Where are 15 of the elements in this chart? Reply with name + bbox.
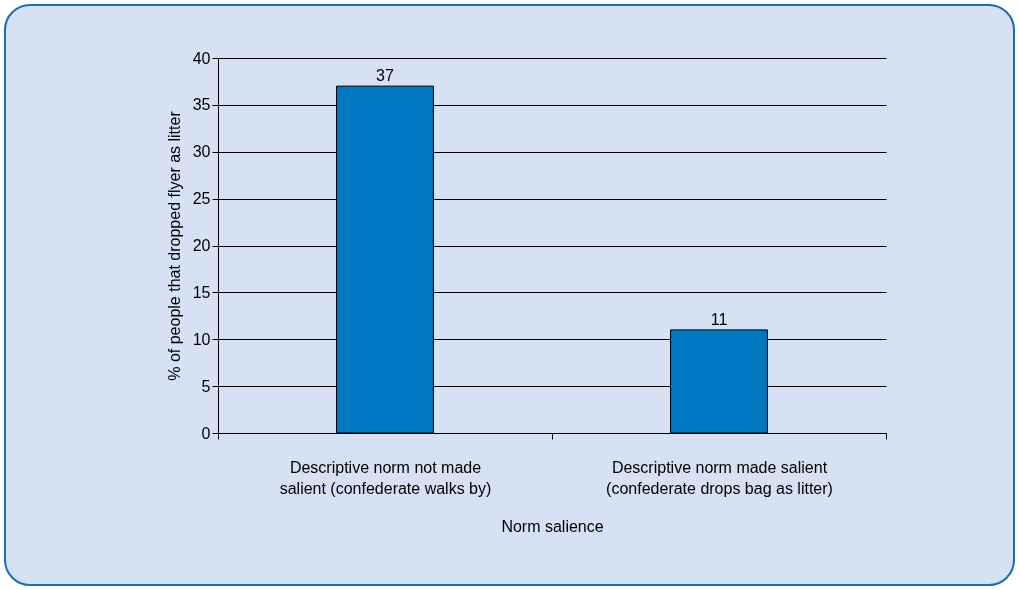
data-label: 37 bbox=[376, 67, 394, 85]
y-tick-label: 10 bbox=[192, 330, 211, 348]
y-tick-label: 25 bbox=[192, 190, 211, 208]
y-axis-title: % of people that dropped flyer as litter bbox=[165, 110, 183, 381]
y-tick-label: 40 bbox=[192, 49, 211, 67]
y-tick-label: 5 bbox=[201, 377, 211, 395]
x-axis-title: Norm salience bbox=[501, 517, 604, 535]
x-tick-label: Descriptive norm made salient (confederate drops bag as litter) bbox=[606, 458, 833, 497]
x-tick-label: Descriptive norm not made salient (confederate walks by) bbox=[279, 458, 492, 497]
y-tick-label: 0 bbox=[201, 424, 211, 442]
y-tick-label: 30 bbox=[192, 143, 211, 161]
data-label: 11 bbox=[710, 310, 728, 328]
y-tick-label: 35 bbox=[192, 96, 211, 114]
y-tick-label: 15 bbox=[192, 283, 211, 301]
y-tick-label: 20 bbox=[192, 237, 211, 254]
